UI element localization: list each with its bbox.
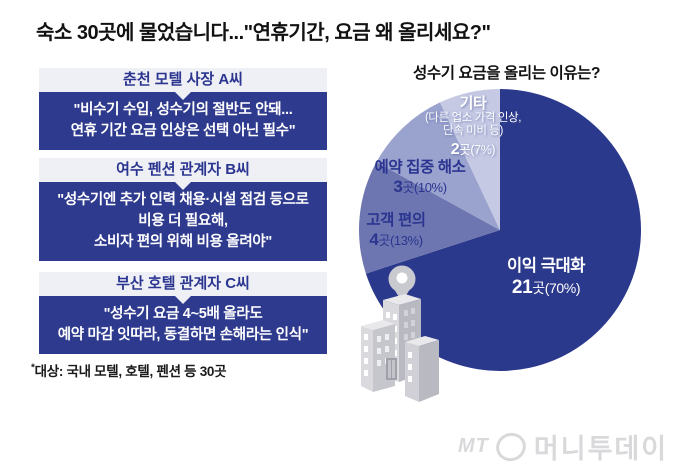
mt-logo-text: MT (458, 435, 489, 457)
money-today-watermark: MT 머니투데이 (458, 427, 668, 466)
quote-text: "성수기 요금 4~5배 올라도 예약 마감 잇따라, 동결하면 손해라는 인식… (39, 296, 327, 355)
pie-label-customer-convenience: 고객 편의 4곳(13%) (366, 211, 426, 250)
quote-text: "비수기 수입, 성수기의 절반도 안돼... 연휴 기간 요금 인상은 선택 … (39, 92, 327, 151)
slice-count: 21 (511, 277, 533, 299)
pie-label-etc: 기타 (다른 업소 가격 인상, 단속 미비 등) 2곳(7%) (425, 95, 521, 159)
money-today-name: 머니투데이 (533, 434, 669, 464)
pie-slice-1 (359, 162, 500, 274)
quote-box-motel-owner: 춘천 모텔 사장 A씨 "비수기 수입, 성수기의 절반도 안돼... 연휴 기… (39, 68, 327, 151)
money-today-circle-icon (492, 428, 530, 465)
slice-label: 고객 편의 (366, 212, 426, 229)
slice-label: 이익 극대화 (506, 257, 586, 275)
slice-count: 4 (369, 230, 379, 250)
pie-slice-2 (376, 102, 500, 230)
footnote: *대상: 국내 모텔, 호텔, 펜션 등 30곳 (31, 360, 227, 380)
footnote-asterisk: * (31, 362, 35, 374)
slice-label: 예약 집중 해소 (374, 159, 466, 176)
slice-percent: 곳(70%) (532, 280, 581, 297)
quote-text: "성수기엔 추가 인력 채용·시설 점검 등으로 비용 더 필요해, 소비자 편… (39, 182, 327, 262)
slice-percent: 곳(13%) (378, 233, 423, 249)
quote-speaker: 여수 펜션 관계자 B씨 (39, 158, 327, 182)
hotel-building-icon (361, 265, 439, 402)
pie-slice-3 (439, 89, 500, 230)
quote-speaker: 춘천 모텔 사장 A씨 (39, 68, 327, 92)
quote-box-hotel-manager: 부산 호텔 관계자 C씨 "성수기 요금 4~5배 올라도 예약 마감 잇따라,… (39, 272, 327, 355)
pie-label-profit-maximization: 이익 극대화 21곳(70%) (507, 256, 585, 299)
pie-slice-0 (365, 89, 641, 371)
pie-chart (359, 89, 641, 371)
chart-title: 성수기 요금을 올리는 이유는? (413, 65, 601, 82)
slice-percent: 곳(10%) (402, 180, 447, 196)
slice-sublabel: (다른 업소 가격 인상, 단속 미비 등) (424, 112, 522, 138)
slice-count: 3 (393, 177, 403, 197)
page-title: 숙소 30곳에 물었습니다..."연휴기간, 요금 왜 올리세요?" (36, 22, 491, 44)
quote-box-pension-manager: 여수 펜션 관계자 B씨 "성수기엔 추가 인력 채용·시설 점검 등으로 비용… (39, 158, 327, 262)
slice-label: 기타 (459, 95, 487, 112)
footnote-text: 대상: 국내 모텔, 호텔, 펜션 등 30곳 (34, 364, 227, 379)
slice-percent: 곳(7%) (459, 142, 496, 157)
quote-speaker: 부산 호텔 관계자 C씨 (39, 272, 327, 296)
pie-label-reservation-relief: 예약 집중 해소 3곳(10%) (375, 158, 466, 197)
slice-count: 2 (450, 140, 460, 158)
